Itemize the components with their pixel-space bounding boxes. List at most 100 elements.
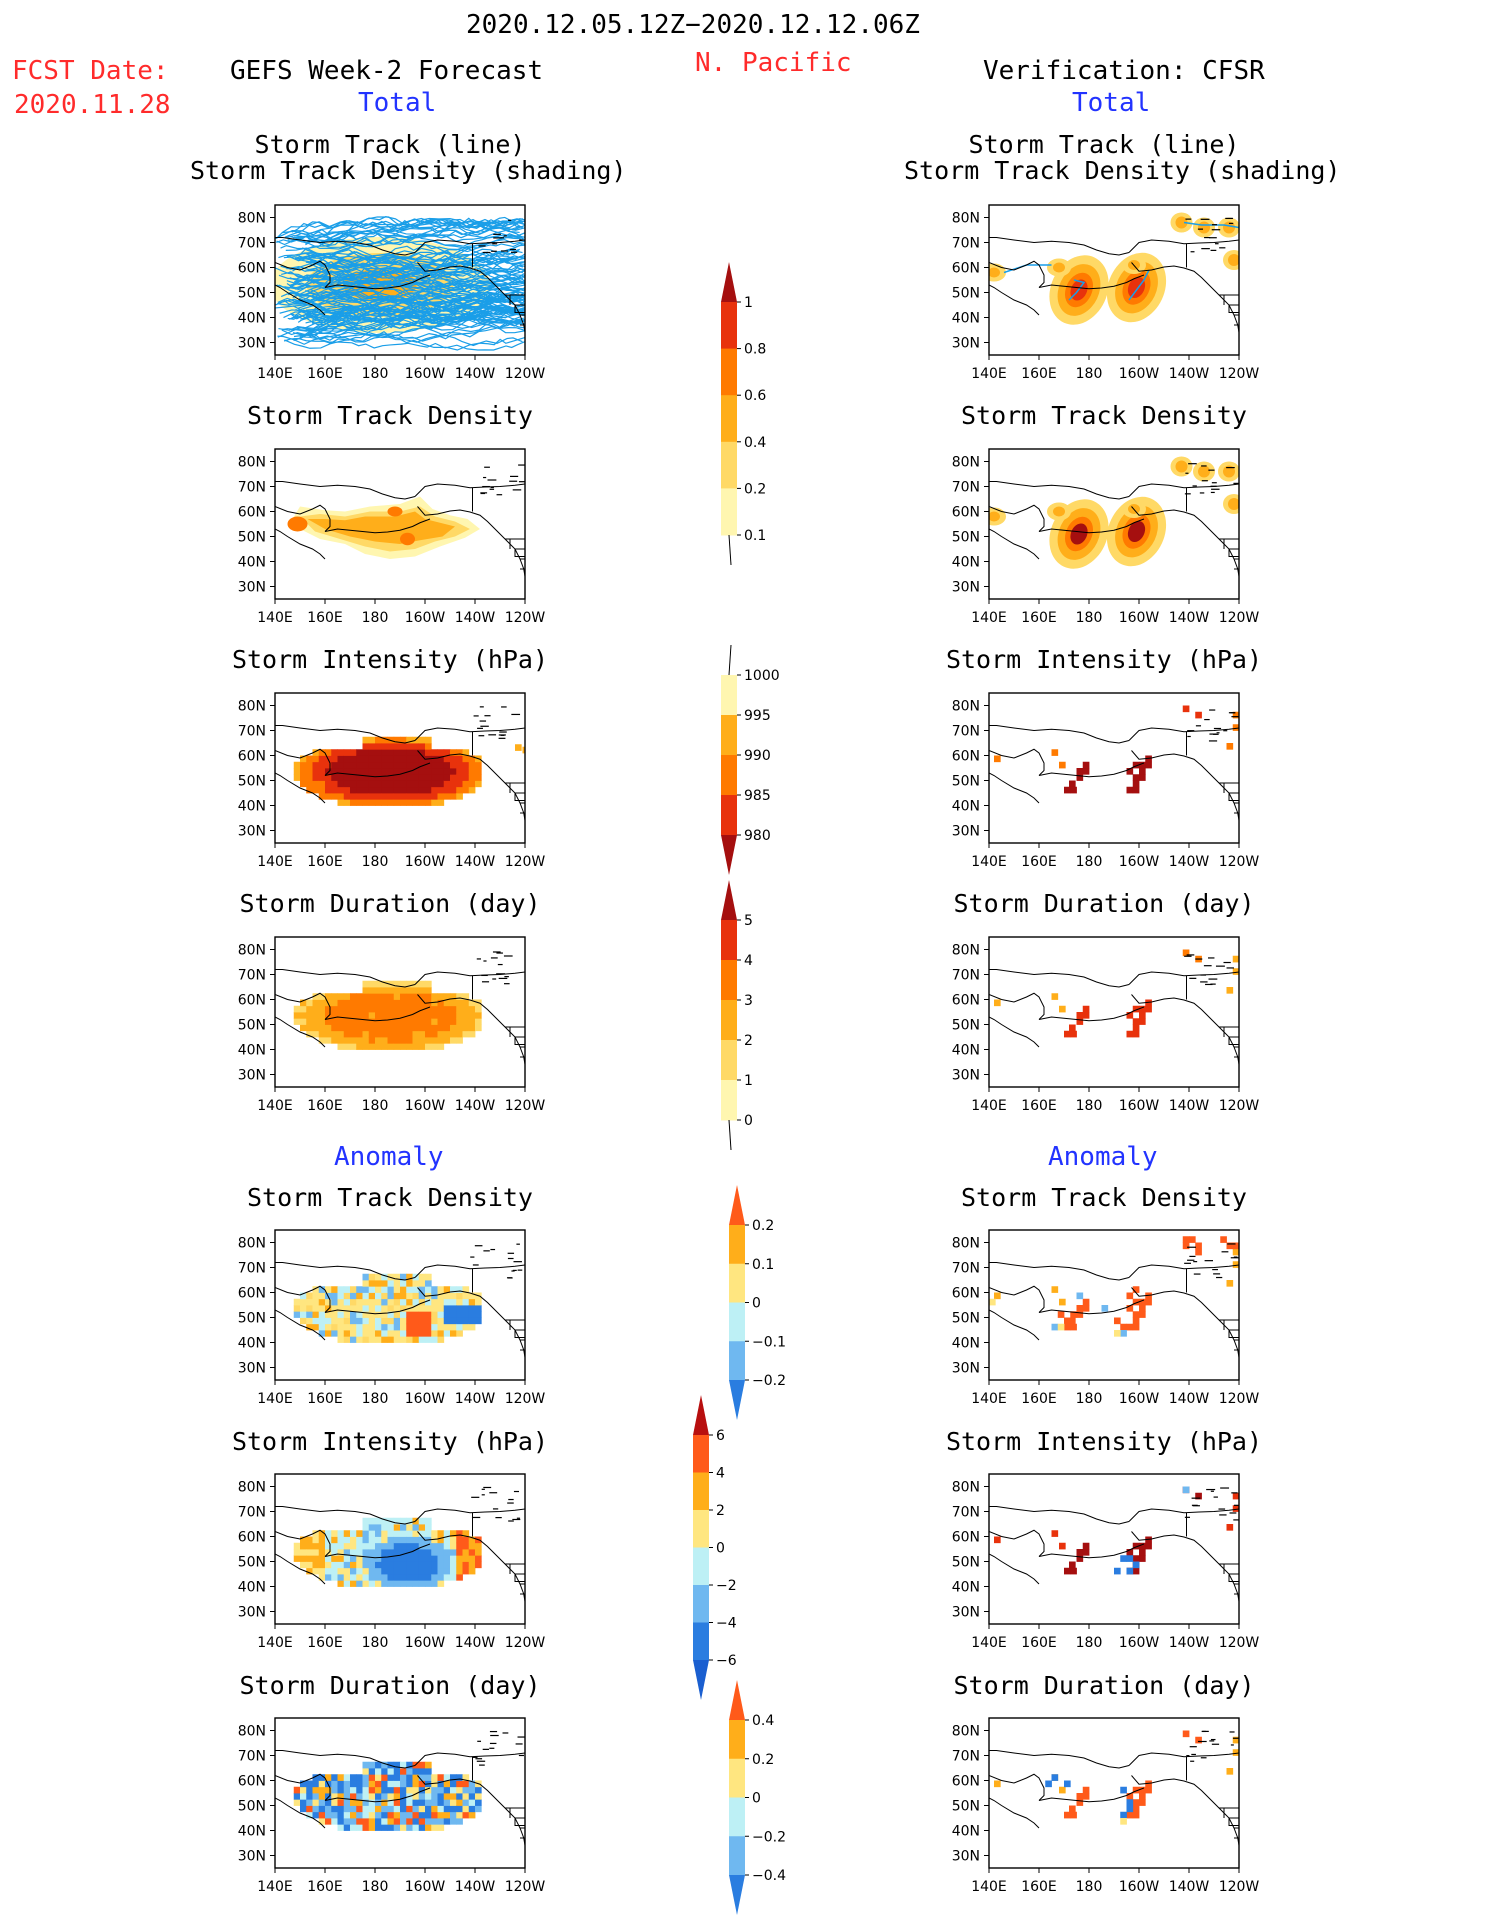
anomaly-cell	[406, 1336, 413, 1343]
anomaly-cell	[362, 1580, 370, 1587]
intensity-cell	[437, 780, 445, 788]
anomaly-cell	[418, 1818, 426, 1825]
anomaly-cell	[350, 1555, 357, 1562]
lat-tick-label: 40N	[238, 555, 266, 571]
anomaly-cell	[425, 1818, 432, 1825]
anomaly-cell	[475, 1555, 482, 1562]
lon-tick-label: 140E	[971, 1391, 1007, 1407]
storm-track-line	[277, 318, 522, 345]
duration-cell	[375, 993, 382, 1000]
verification-cell	[1126, 1799, 1134, 1806]
anomaly-cell	[362, 1536, 370, 1544]
intensity-cell	[412, 799, 420, 806]
coastline	[1131, 750, 1239, 821]
anomaly-cell	[350, 1292, 357, 1300]
anomaly-cell	[362, 1524, 370, 1531]
anomaly-cell	[362, 1824, 370, 1831]
coastline	[989, 772, 1040, 804]
verification-cell	[1132, 774, 1140, 781]
anomaly-cell	[362, 1336, 370, 1343]
duration-cell	[312, 1018, 320, 1025]
anomaly-cell	[381, 1549, 388, 1556]
anomaly-cell	[300, 1298, 307, 1306]
lon-tick-label: 140W	[1169, 1879, 1210, 1895]
coastline	[1207, 957, 1215, 959]
map-frame	[274, 936, 526, 1088]
intensity-cell	[306, 761, 313, 769]
duration-cell	[362, 1037, 370, 1044]
anomaly-cell	[337, 1818, 345, 1825]
map-fc-0: 140E 160E 180 160W 140W 120W80N70N60N50N40N30…	[238, 204, 545, 382]
anomaly-cell	[312, 1530, 320, 1537]
intensity-cell	[443, 780, 451, 788]
coastline	[496, 494, 503, 496]
anomaly-cell	[312, 1561, 320, 1569]
anomaly-cell	[318, 1542, 326, 1550]
intensity-cell	[300, 774, 307, 781]
anomaly-cell	[381, 1768, 388, 1775]
intensity-cell	[425, 743, 432, 750]
anomaly-cell	[393, 1330, 401, 1337]
coastline	[474, 1245, 483, 1247]
duration-cell	[350, 1030, 357, 1038]
storm-track-line	[280, 255, 525, 301]
coastline	[1209, 237, 1217, 239]
anomaly-cell	[350, 1574, 357, 1581]
anomaly-cell	[475, 1805, 482, 1813]
intensity-cell	[368, 799, 376, 806]
anomaly-cell	[343, 1336, 351, 1343]
lon-tick-label: 140W	[455, 854, 496, 870]
anomaly-cell	[375, 1330, 382, 1337]
fc-title-density-anom: Storm Track Density	[247, 1183, 533, 1212]
anomaly-cell	[450, 1567, 457, 1575]
coastline	[511, 713, 521, 716]
coastline	[1186, 954, 1195, 956]
anomaly-cell	[431, 1311, 438, 1318]
intensity-cell	[325, 774, 332, 781]
duration-cell	[400, 1043, 407, 1050]
anomaly-cell	[462, 1786, 470, 1794]
lat-tick-label: 40N	[238, 1580, 266, 1596]
intensity-cell	[381, 793, 388, 800]
anomaly-cell	[406, 1786, 413, 1794]
intensity-cell	[406, 780, 413, 788]
anomaly-cell	[331, 1530, 338, 1537]
anomaly-cell	[406, 1805, 413, 1813]
lat-tick-label: 50N	[238, 286, 266, 302]
anomaly-cell	[331, 1549, 338, 1556]
intensity-cell	[393, 743, 401, 750]
anomaly-cell	[293, 1799, 301, 1806]
storm-track-line	[276, 218, 520, 244]
duration-cell	[431, 999, 438, 1007]
anomaly-cell	[362, 1811, 370, 1819]
intensity-cell	[406, 799, 413, 806]
coastline	[1230, 712, 1236, 714]
verification-cell	[1059, 1542, 1066, 1550]
verification-cell	[1057, 1323, 1065, 1331]
anomaly-cell	[356, 1330, 363, 1337]
anomaly-cell	[468, 1811, 476, 1819]
intensity-cell	[337, 768, 345, 775]
anomaly-cell	[425, 1580, 432, 1587]
verification-cell	[1064, 1323, 1071, 1331]
intensity-cell	[387, 749, 395, 756]
verification-cell	[1145, 1542, 1152, 1550]
anomaly-cell	[368, 1536, 376, 1544]
intensity-cell	[443, 793, 451, 800]
anomaly-cell	[318, 1774, 326, 1781]
coastline	[476, 958, 482, 960]
anomaly-cell	[418, 1530, 426, 1537]
duration-cell	[293, 1012, 301, 1019]
verification-cell	[1145, 1005, 1152, 1013]
intensity-cell	[412, 743, 420, 750]
duration-cell	[418, 1037, 426, 1044]
anomaly-cell	[368, 1786, 376, 1794]
anomaly-cell	[318, 1530, 326, 1537]
intensity-cell	[462, 761, 470, 769]
anomaly-cell	[437, 1286, 445, 1293]
verification-cell	[994, 755, 1001, 763]
lat-tick-label: 40N	[952, 1336, 980, 1352]
anomaly-cell	[356, 1298, 363, 1306]
